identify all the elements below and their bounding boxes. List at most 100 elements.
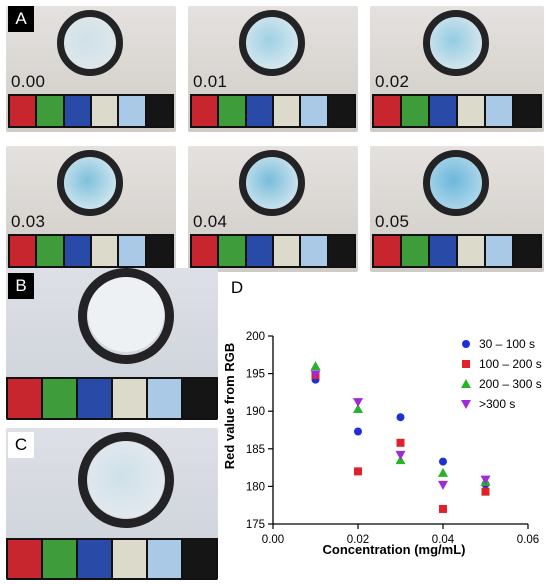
sample-photo: 0.05 bbox=[370, 146, 544, 272]
color-swatch bbox=[113, 379, 146, 418]
color-swatch bbox=[183, 540, 216, 578]
legend-marker bbox=[461, 400, 471, 409]
sample-photo: 0.01 bbox=[188, 6, 358, 132]
color-swatch bbox=[146, 236, 172, 266]
panel-c-ring bbox=[78, 432, 174, 528]
color-strip bbox=[372, 94, 542, 128]
color-swatch bbox=[91, 236, 118, 266]
color-swatch bbox=[402, 236, 428, 266]
y-tick-label: 195 bbox=[246, 369, 265, 381]
color-swatch bbox=[64, 96, 90, 126]
legend-marker bbox=[462, 340, 470, 348]
color-strip bbox=[8, 94, 174, 128]
panel-d-label: D bbox=[224, 275, 250, 301]
color-swatch bbox=[301, 96, 327, 126]
x-tick-label: 0.00 bbox=[262, 534, 284, 546]
color-swatch bbox=[402, 96, 428, 126]
color-swatch bbox=[37, 96, 63, 126]
data-point bbox=[354, 427, 362, 436]
color-swatch bbox=[113, 540, 146, 578]
panel-a-label: A bbox=[8, 6, 34, 32]
legend-label: 30 – 100 s bbox=[479, 337, 535, 351]
concentration-label: 0.04 bbox=[193, 212, 228, 231]
legend-marker bbox=[461, 379, 471, 388]
color-swatch bbox=[374, 236, 400, 266]
black-ring bbox=[57, 150, 123, 216]
data-point bbox=[310, 361, 321, 371]
x-axis-label: Concentration (mg/mL) bbox=[323, 542, 466, 557]
color-swatch bbox=[91, 96, 118, 126]
x-tick-label: 0.02 bbox=[347, 534, 369, 546]
data-point bbox=[438, 467, 448, 477]
concentration-label: 0.02 bbox=[375, 72, 410, 91]
color-swatch bbox=[119, 236, 145, 266]
y-tick-label: 185 bbox=[246, 444, 265, 456]
concentration-label: 0.01 bbox=[193, 72, 228, 91]
y-tick-label: 175 bbox=[246, 519, 265, 531]
sample-photo: 0.03 bbox=[6, 146, 176, 272]
panel-c-label: C bbox=[8, 432, 34, 458]
panel-b-label: B bbox=[8, 273, 34, 299]
color-swatch bbox=[430, 96, 456, 126]
data-point bbox=[395, 450, 406, 460]
x-tick-label: 0.06 bbox=[517, 534, 539, 546]
color-swatch bbox=[183, 379, 216, 418]
color-swatch bbox=[78, 540, 111, 578]
color-swatch bbox=[148, 379, 181, 418]
color-swatch bbox=[430, 236, 456, 266]
color-swatch bbox=[219, 236, 245, 266]
y-tick-label: 180 bbox=[246, 481, 265, 493]
sample-photo: 0.04 bbox=[188, 146, 358, 272]
data-point bbox=[396, 413, 405, 422]
color-swatch bbox=[10, 236, 36, 266]
color-swatch bbox=[458, 236, 484, 266]
color-swatch bbox=[37, 236, 63, 266]
color-swatch bbox=[8, 540, 41, 578]
chart-points bbox=[310, 361, 491, 513]
concentration-label: 0.00 bbox=[11, 72, 46, 91]
black-ring bbox=[423, 150, 489, 216]
color-swatch bbox=[458, 96, 484, 126]
color-swatch bbox=[246, 236, 272, 266]
y-tick-label: 190 bbox=[246, 406, 265, 418]
concentration-label: 0.05 bbox=[375, 212, 410, 231]
color-strip bbox=[190, 234, 356, 268]
legend-label: >300 s bbox=[479, 397, 515, 411]
x-tick-label: 0.04 bbox=[432, 534, 455, 546]
panel-c-photo bbox=[6, 428, 218, 580]
color-swatch bbox=[328, 96, 354, 126]
color-strip bbox=[372, 234, 542, 268]
color-swatch bbox=[148, 540, 181, 578]
color-swatch bbox=[192, 96, 218, 126]
color-swatch bbox=[486, 236, 512, 266]
color-swatch bbox=[301, 236, 327, 266]
panel-b-photo bbox=[6, 268, 218, 420]
panel-b-color-strip bbox=[6, 377, 218, 420]
data-point bbox=[310, 370, 321, 380]
color-swatch bbox=[374, 96, 400, 126]
concentration-label: 0.03 bbox=[11, 212, 46, 231]
sample-photo: 0.00 bbox=[6, 6, 176, 132]
color-swatch bbox=[64, 236, 90, 266]
data-point bbox=[481, 487, 490, 496]
sample-photo: 0.02 bbox=[370, 6, 544, 132]
data-point bbox=[353, 398, 363, 408]
black-ring bbox=[423, 10, 489, 76]
color-swatch bbox=[514, 236, 540, 266]
color-swatch bbox=[146, 96, 172, 126]
data-point bbox=[480, 475, 491, 485]
data-point bbox=[354, 467, 362, 476]
color-swatch bbox=[78, 379, 111, 418]
legend-label: 200 – 300 s bbox=[479, 377, 542, 391]
color-strip bbox=[8, 234, 174, 268]
chart-legend: 30 – 100 s 100 – 200 s 200 – 300 s >300 s bbox=[461, 337, 542, 411]
y-tick-label: 200 bbox=[246, 331, 265, 343]
data-point bbox=[396, 438, 405, 447]
color-swatch bbox=[273, 96, 300, 126]
color-swatch bbox=[246, 96, 272, 126]
color-swatch bbox=[514, 96, 540, 126]
chart-axes: 175 180 185 190 195 200 0.00 0.02 0.04 0.06 bbox=[246, 331, 539, 546]
panel-b-ring bbox=[78, 268, 174, 364]
color-swatch bbox=[192, 236, 218, 266]
scatter-chart: Red value from RGB Concentration (mg/mL)… bbox=[222, 331, 542, 557]
